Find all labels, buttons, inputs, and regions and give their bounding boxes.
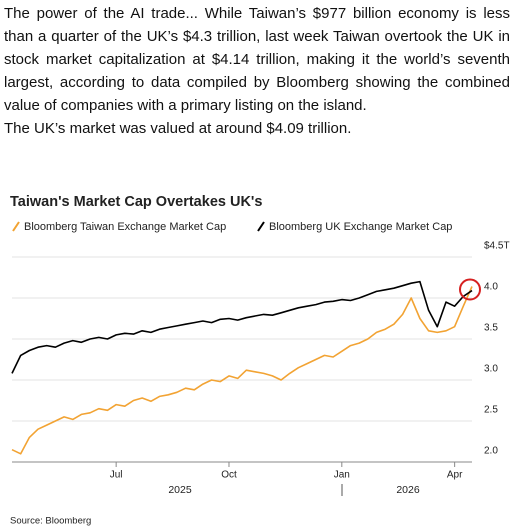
series-line bbox=[11, 280, 473, 374]
chart-title: Taiwan's Market Cap Overtakes UK's bbox=[10, 194, 262, 210]
legend-label: Bloomberg UK Exchange Market Cap bbox=[269, 221, 452, 233]
year-label: 2025 bbox=[168, 484, 192, 496]
x-tick-label: Oct bbox=[221, 470, 237, 481]
paragraph: The UK’s market was valued at around $4.… bbox=[4, 120, 352, 137]
source: Source: Bloomberg bbox=[10, 516, 91, 527]
x-tick-label: Jan bbox=[334, 470, 350, 481]
y-tick-label: $4.5T bbox=[484, 241, 510, 252]
y-tick-label: 3.0 bbox=[484, 364, 498, 375]
paragraph-block: The power of the AI trade... While Taiwa… bbox=[4, 2, 510, 140]
series-line bbox=[11, 286, 473, 455]
y-tick-label: 2.0 bbox=[484, 446, 498, 457]
x-tick-label: Apr bbox=[447, 470, 463, 481]
legend-icon bbox=[257, 221, 265, 232]
year-label: 2026 bbox=[396, 484, 420, 496]
y-tick-label: 3.5 bbox=[484, 323, 498, 334]
legend-icon bbox=[12, 221, 20, 232]
y-tick-label: 2.5 bbox=[484, 405, 498, 416]
y-tick-label: 4.0 bbox=[484, 282, 498, 293]
highlight-circle bbox=[459, 278, 481, 301]
paragraph: The power of the AI trade... While Taiwa… bbox=[4, 5, 510, 114]
x-tick-label: Jul bbox=[110, 470, 123, 481]
legend-label: Bloomberg Taiwan Exchange Market Cap bbox=[24, 221, 226, 233]
